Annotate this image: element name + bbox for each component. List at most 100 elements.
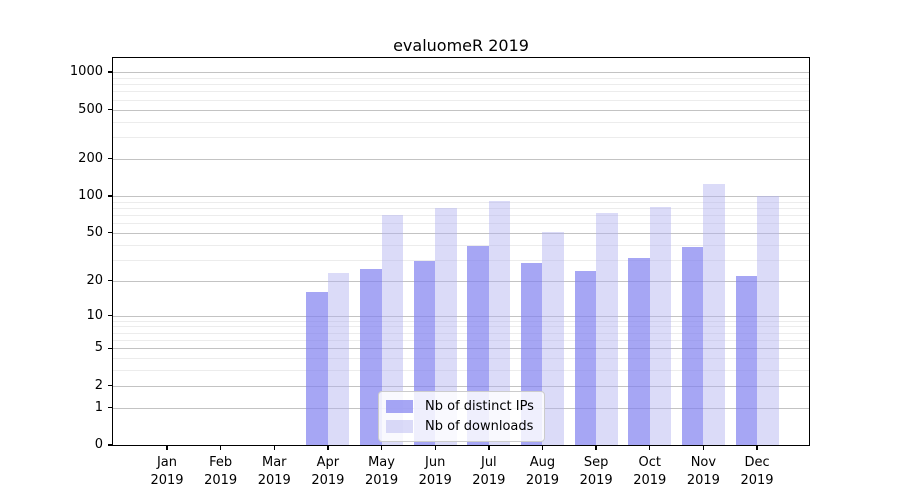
x-tick-label-feb: Feb 2019 [191,454,251,490]
y-tick-label: 2 [94,377,103,393]
x-tick-label-jun: Jun 2019 [405,454,465,490]
x-tick-label-dec: Dec 2019 [727,454,787,490]
y-tick-mark [107,158,113,160]
minor-gridline [113,332,809,334]
bar-downloads-jul [488,200,511,445]
y-tick-label: 500 [78,101,103,117]
bar-downloads-may [381,214,404,445]
y-tick-label: 5 [94,340,103,356]
y-tick-label: 10 [86,307,103,323]
minor-gridline [113,91,809,93]
y-tick-mark [107,232,113,234]
x-tick-label-mar: Mar 2019 [244,454,304,490]
x-tick-mark [380,445,383,450]
legend-row-distinct-ips: Nb of distinct IPs [386,399,534,414]
major-gridline [113,232,809,234]
major-gridline [113,158,809,160]
minor-gridline [113,214,809,216]
y-tick-label: 1000 [69,64,103,80]
y-tick-mark [107,406,113,409]
x-tick-mark [327,445,329,450]
minor-gridline [113,77,809,79]
y-tick-label: 50 [86,224,103,240]
y-tick-mark [107,314,113,317]
legend-label-distinct-ips: Nb of distinct IPs [425,399,534,414]
bar-downloads-jun [435,207,457,445]
y-tick-mark [107,347,113,349]
y-tick-label: 0 [94,437,103,452]
x-tick-year: 2019 [633,473,667,488]
minor-gridline [113,223,809,225]
minor-gridline [113,121,809,123]
bar-downloads-apr [327,273,350,445]
x-tick-year: 2019 [740,473,774,488]
x-tick-label-aug: Aug 2019 [512,454,572,490]
minor-gridline [113,99,809,101]
x-tick-label-jan: Jan 2019 [137,454,197,490]
x-tick-mark [166,445,168,450]
bar-downloads-dec [757,196,779,445]
x-tick-mark [756,445,758,450]
x-tick-mark [541,445,544,450]
minor-gridline [113,339,809,341]
y-tick-label: 1 [94,399,103,415]
major-gridline [113,72,809,74]
y-tick-label: 20 [86,272,103,288]
chart-title: evaluomeR 2019 [393,36,529,55]
bar-distinct-ips-may [360,269,382,445]
x-tick-mark [649,445,651,450]
x-tick-year: 2019 [418,473,452,488]
x-tick-year: 2019 [257,473,291,488]
legend-swatch-downloads [386,420,413,433]
minor-gridline [113,201,809,203]
bar-distinct-ips-oct [628,257,650,445]
minor-gridline [113,244,809,246]
plot-area: Nb of distinct IPs Nb of downloads [112,57,810,446]
minor-gridline [113,320,809,322]
x-tick-label-apr: Apr 2019 [298,454,358,490]
x-tick-year: 2019 [472,473,506,488]
minor-gridline [113,358,809,360]
bar-downloads-sep [596,212,618,445]
legend-swatch-distinct-ips [386,400,413,413]
bar-distinct-ips-nov [681,247,704,445]
x-tick-year: 2019 [204,473,238,488]
bar-downloads-nov [703,183,725,445]
legend-label-downloads: Nb of downloads [425,419,534,434]
x-tick-mark [273,445,275,450]
x-tick-year: 2019 [525,473,560,488]
x-tick-label-sep: Sep 2019 [566,454,626,490]
y-tick-mark [107,71,113,73]
y-tick-mark [107,279,113,282]
minor-gridline [113,84,809,86]
minor-gridline [113,370,809,372]
bar-downloads-oct [649,207,672,445]
major-gridline [113,348,809,350]
y-tick-label: 100 [78,187,103,203]
major-gridline [113,315,809,317]
legend: Nb of distinct IPs Nb of downloads [378,391,545,442]
y-tick-label: 200 [78,150,103,166]
major-gridline [113,385,809,387]
x-tick-label-may: May 2019 [352,454,412,490]
x-tick-label-jul: Jul 2019 [459,454,519,490]
minor-gridline [113,136,809,138]
x-tick-mark [488,445,490,450]
x-tick-mark [702,445,705,450]
minor-gridline [113,259,809,261]
x-tick-year: 2019 [579,473,613,488]
major-gridline [113,195,809,197]
x-tick-mark [434,445,436,450]
bar-distinct-ips-apr [306,292,328,445]
x-tick-mark [595,445,597,450]
major-gridline [113,109,809,111]
y-tick-mark [107,385,113,387]
y-tick-mark [107,108,113,111]
bar-distinct-ips-sep [574,271,597,445]
x-tick-year: 2019 [311,473,345,488]
bar-distinct-ips-dec [735,275,758,445]
y-tick-mark [107,195,113,197]
x-tick-mark [219,445,222,450]
x-tick-year: 2019 [686,473,720,488]
x-tick-year: 2019 [150,473,184,488]
